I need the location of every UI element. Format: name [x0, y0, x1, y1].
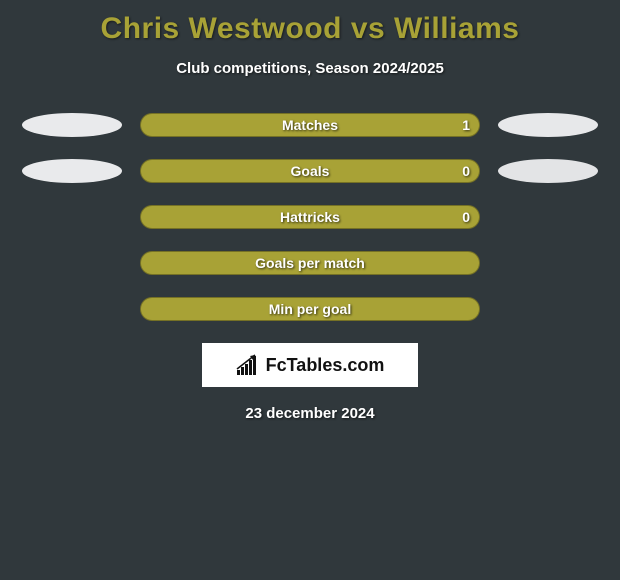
- comparison-title: Chris Westwood vs Williams: [0, 0, 620, 46]
- source-logo: FcTables.com: [202, 343, 418, 387]
- stat-row: Min per goal: [0, 297, 620, 321]
- stat-row: Hattricks 0: [0, 205, 620, 229]
- stat-value: 1: [462, 113, 470, 137]
- stat-value: 0: [462, 205, 470, 229]
- player-left-marker: [22, 113, 122, 137]
- stat-label: Min per goal: [140, 297, 480, 321]
- stat-label: Hattricks: [140, 205, 480, 229]
- source-logo-text: FcTables.com: [266, 355, 385, 376]
- snapshot-date: 23 december 2024: [0, 405, 620, 422]
- player-left-marker: [22, 159, 122, 183]
- stats-rows: Matches 1 Goals 0 Hattricks 0 Goals per …: [0, 113, 620, 321]
- player-right-marker: [498, 159, 598, 183]
- fctables-icon: [236, 354, 262, 376]
- stat-row: Goals per match: [0, 251, 620, 275]
- stat-label: Matches: [140, 113, 480, 137]
- player-right-marker: [498, 113, 598, 137]
- stat-row: Goals 0: [0, 159, 620, 183]
- stat-bar: Goals per match: [140, 251, 480, 275]
- stat-bar: Hattricks 0: [140, 205, 480, 229]
- stat-bar: Min per goal: [140, 297, 480, 321]
- stat-bar: Matches 1: [140, 113, 480, 137]
- stat-row: Matches 1: [0, 113, 620, 137]
- stat-label: Goals: [140, 159, 480, 183]
- stat-label: Goals per match: [140, 251, 480, 275]
- stat-bar: Goals 0: [140, 159, 480, 183]
- comparison-subtitle: Club competitions, Season 2024/2025: [0, 60, 620, 77]
- stat-value: 0: [462, 159, 470, 183]
